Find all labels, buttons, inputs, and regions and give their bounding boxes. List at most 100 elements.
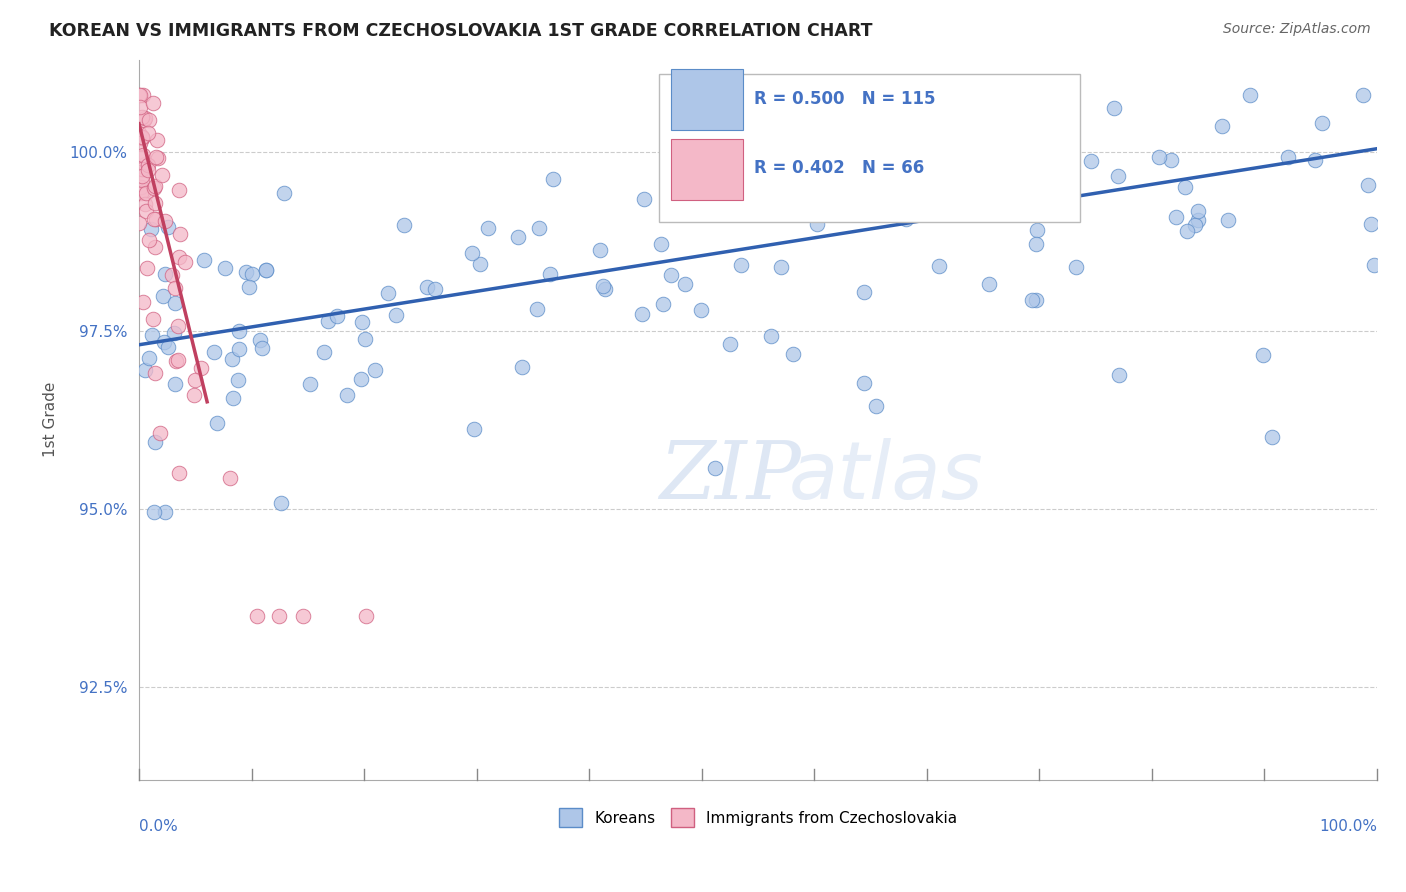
Point bbox=[292, 608, 315, 623]
Point bbox=[138, 233, 160, 247]
Point bbox=[129, 88, 152, 103]
Point bbox=[238, 280, 260, 294]
Point bbox=[730, 258, 752, 272]
Point bbox=[718, 336, 741, 351]
Point bbox=[184, 373, 207, 387]
Point bbox=[1353, 88, 1375, 103]
Legend: Koreans, Immigrants from Czechoslovakia: Koreans, Immigrants from Czechoslovakia bbox=[553, 802, 963, 833]
Point bbox=[652, 296, 675, 310]
Point bbox=[128, 216, 150, 230]
Point bbox=[155, 214, 177, 228]
Point bbox=[527, 221, 550, 235]
Point bbox=[979, 277, 1001, 291]
Point bbox=[911, 153, 934, 167]
Point bbox=[468, 257, 491, 271]
FancyBboxPatch shape bbox=[659, 74, 1080, 221]
Point bbox=[143, 505, 166, 519]
Point bbox=[770, 260, 793, 274]
Point bbox=[903, 155, 925, 169]
Point bbox=[1160, 153, 1182, 168]
Point bbox=[1310, 116, 1333, 130]
Text: atlas: atlas bbox=[789, 438, 984, 516]
Point bbox=[1080, 154, 1102, 169]
Point bbox=[169, 250, 191, 264]
Point bbox=[131, 169, 153, 183]
Point bbox=[143, 178, 166, 193]
Point bbox=[1147, 150, 1170, 164]
Point bbox=[675, 277, 697, 292]
Point bbox=[1218, 212, 1240, 227]
Point bbox=[155, 268, 177, 282]
Point bbox=[865, 399, 887, 413]
Point bbox=[145, 149, 167, 163]
Point bbox=[142, 96, 165, 111]
Point bbox=[131, 162, 153, 177]
Point bbox=[143, 434, 166, 449]
Point bbox=[165, 376, 187, 391]
Point bbox=[228, 325, 250, 339]
Point bbox=[152, 334, 174, 349]
Text: ZIP: ZIP bbox=[659, 439, 800, 516]
Point bbox=[254, 263, 277, 277]
Point bbox=[167, 466, 190, 480]
Point bbox=[1211, 119, 1233, 133]
Point bbox=[193, 253, 215, 268]
Point bbox=[589, 243, 612, 257]
Point bbox=[183, 388, 205, 402]
Point bbox=[228, 373, 250, 387]
Point bbox=[592, 279, 614, 293]
Point bbox=[131, 152, 153, 166]
Point bbox=[354, 332, 377, 346]
Point bbox=[690, 303, 713, 318]
Point bbox=[377, 285, 399, 300]
Point bbox=[463, 422, 485, 436]
Point bbox=[1166, 210, 1188, 224]
Point bbox=[316, 314, 339, 328]
Point bbox=[132, 295, 155, 310]
Point bbox=[129, 179, 152, 194]
Point bbox=[143, 366, 166, 380]
Point bbox=[131, 110, 153, 124]
Point bbox=[1025, 237, 1047, 252]
Point bbox=[1187, 213, 1209, 227]
Point bbox=[131, 130, 153, 145]
Point bbox=[221, 351, 243, 366]
Point bbox=[508, 230, 530, 244]
Point bbox=[350, 315, 373, 329]
Point bbox=[385, 309, 408, 323]
Point bbox=[139, 221, 162, 235]
Point bbox=[146, 151, 169, 165]
Point bbox=[190, 361, 212, 376]
Point bbox=[128, 136, 150, 150]
Point bbox=[138, 113, 160, 128]
Point bbox=[1021, 293, 1043, 307]
Point bbox=[240, 267, 263, 281]
Point bbox=[538, 267, 561, 281]
Point bbox=[160, 268, 183, 282]
Point bbox=[249, 333, 271, 347]
FancyBboxPatch shape bbox=[671, 69, 744, 130]
Point bbox=[132, 113, 155, 128]
Point bbox=[167, 352, 190, 367]
Point bbox=[650, 237, 672, 252]
Point bbox=[134, 112, 156, 126]
Point bbox=[782, 347, 804, 361]
Point bbox=[1107, 169, 1129, 184]
Point bbox=[461, 245, 484, 260]
Point bbox=[631, 307, 654, 321]
Point bbox=[142, 181, 165, 195]
Point bbox=[143, 196, 166, 211]
Point bbox=[128, 88, 150, 103]
Point bbox=[852, 285, 875, 300]
Point bbox=[364, 363, 387, 377]
Point bbox=[235, 264, 257, 278]
Point bbox=[128, 126, 150, 140]
Point bbox=[129, 100, 152, 114]
Point bbox=[132, 148, 155, 162]
Point bbox=[595, 282, 617, 296]
Point bbox=[526, 302, 548, 317]
Text: R = 0.500   N = 115: R = 0.500 N = 115 bbox=[754, 90, 936, 108]
Point bbox=[228, 342, 250, 356]
Point bbox=[143, 240, 166, 254]
Point bbox=[896, 212, 918, 227]
